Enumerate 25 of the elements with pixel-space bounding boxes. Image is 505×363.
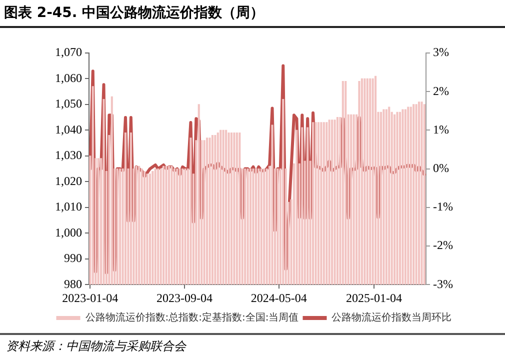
y2-tick-label: 0% <box>433 160 450 175</box>
legend-label: 公路物流运价指数当周环比 <box>332 312 452 324</box>
chart-title: 图表 2-45. 中国公路物流运价指数（周） <box>0 0 505 28</box>
y-tick-label: 980 <box>64 276 82 291</box>
y2-tick-label: 3% <box>433 45 450 60</box>
y-tick-label: 1,040 <box>55 122 82 136</box>
legend-label: 公路物流运价指数:总指数:定基指数:全国:当周值 <box>85 312 299 324</box>
text: 资料来源：中国物流与采购联合会 <box>6 338 188 355</box>
y2-tick-label: -3% <box>433 276 454 291</box>
x-tick-label: 2024-05-04 <box>250 290 307 305</box>
y-tick-label: 1,060 <box>55 70 82 85</box>
y2-tick-label: 1% <box>433 122 450 136</box>
y-tick-label: 990 <box>64 251 82 266</box>
y2-tick-label: -1% <box>433 200 454 214</box>
x-tick-label: 2025-01-04 <box>346 290 402 305</box>
y2-tick-label: -2% <box>433 238 454 252</box>
y-tick-label: 1,020 <box>55 174 82 188</box>
y-tick-label: 1,010 <box>55 200 82 214</box>
y-tick-label: 1,030 <box>55 148 82 162</box>
y-tick-label: 1,000 <box>55 225 82 240</box>
y2-tick-label: 2% <box>433 84 450 98</box>
y-tick-label: 1,070 <box>55 45 82 60</box>
y-tick-label: 1,050 <box>55 96 82 111</box>
x-tick-label: 2023-01-04 <box>62 290 118 305</box>
x-tick-label: 2023-09-04 <box>156 290 213 305</box>
